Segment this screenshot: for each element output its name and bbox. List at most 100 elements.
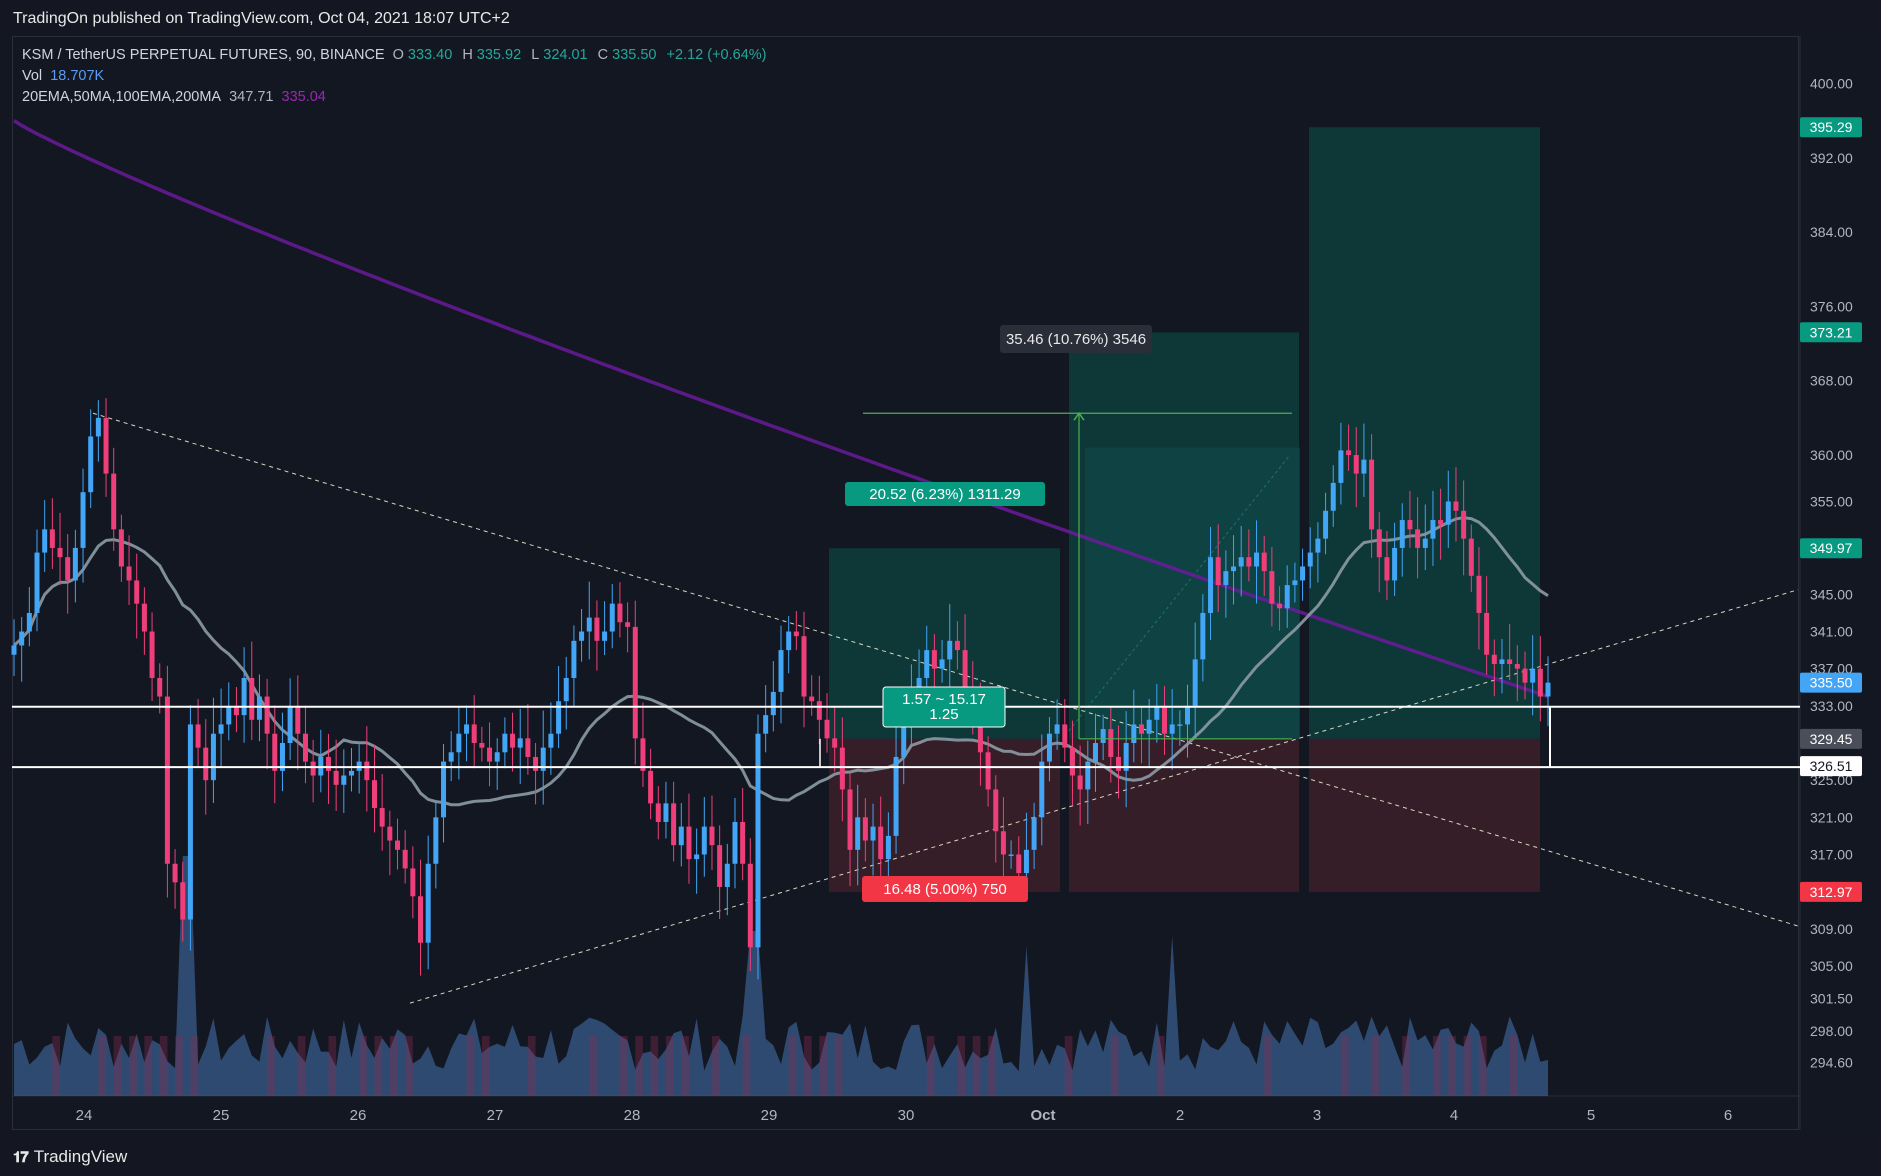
candle-body [1476, 575, 1482, 613]
candle-body [1407, 520, 1413, 530]
volume-down-tint [972, 1036, 981, 1096]
candle-body [456, 733, 462, 753]
volume-down-tint [129, 1036, 137, 1096]
candle-body [701, 826, 707, 855]
candle-body [72, 547, 78, 581]
ma-row: 20EMA,50MA,100EMA,200MA 347.71 335.04 [22, 87, 771, 108]
price-marker-label: 335.50 [1810, 675, 1853, 691]
candle-body [1185, 705, 1191, 725]
volume-row: Vol 18.707K [22, 66, 771, 87]
high-value: 335.92 [476, 47, 522, 63]
profit-label: 20.52 (6.23%) 1311.29 [869, 486, 1021, 503]
price-marker-box [1800, 672, 1862, 693]
price-marker-box [1800, 538, 1862, 559]
loss-zone [1309, 738, 1540, 892]
volume-area [14, 856, 1548, 1096]
candle-body [1353, 455, 1359, 474]
candle-body [786, 631, 792, 651]
candle-body [49, 529, 55, 548]
volume-down-tint [834, 1036, 843, 1096]
candle-body [149, 631, 155, 678]
volume-down-tint [159, 1036, 168, 1096]
candle-body [164, 696, 170, 864]
candle-body [1246, 557, 1252, 567]
volume-down-tint [389, 1036, 398, 1096]
measure-label-box [1000, 325, 1152, 353]
tradingview-logo[interactable]: 𝟏𝟕 TradingView [13, 1147, 127, 1167]
candle-body [57, 547, 63, 558]
tradingview-brand: TradingView [33, 1147, 128, 1166]
candle-body [1169, 724, 1175, 734]
candle-body [1215, 557, 1221, 586]
candle-body [885, 835, 891, 860]
x-tick-label: Oct [1030, 1107, 1055, 1124]
volume-down-tint [98, 1036, 107, 1096]
uptrend-line [409, 589, 1799, 1004]
y-tick-label: 360.00 [1810, 447, 1853, 463]
candle-body [1323, 510, 1329, 539]
candle-body [1361, 459, 1367, 474]
candle-body [655, 803, 661, 822]
ma-200-line [13, 119, 1549, 699]
volume-down-tint [819, 1036, 828, 1096]
candle-body [410, 868, 416, 897]
volume-down-tint [788, 1036, 797, 1096]
candle-body [295, 705, 301, 734]
volume-down-tint [804, 1036, 812, 1096]
volume-down-tint [267, 1036, 275, 1096]
candle-body [1046, 733, 1052, 762]
y-tick-label: 333.00 [1810, 698, 1853, 714]
x-tick-label: 26 [350, 1107, 367, 1124]
x-tick-label: 29 [761, 1107, 778, 1124]
candle-body [625, 622, 631, 627]
candle-body [824, 719, 830, 739]
y-tick-label: 400.00 [1810, 75, 1853, 91]
x-tick-label: 24 [76, 1107, 93, 1124]
volume-down-tint [1432, 1036, 1441, 1096]
ratio-label-box [882, 686, 1006, 728]
candle-body [172, 863, 178, 883]
x-tick-label: 4 [1450, 1107, 1458, 1124]
volume-down-tint [466, 1036, 475, 1096]
x-tick-label: 28 [624, 1107, 641, 1124]
volume-down-tint [1463, 1036, 1472, 1096]
candle-body [1369, 459, 1375, 530]
volume-down-tint [1448, 1036, 1456, 1096]
candle-body [479, 743, 485, 748]
candle-body [1445, 501, 1451, 525]
candle-body [310, 761, 316, 776]
x-tick-label: 5 [1587, 1107, 1595, 1124]
candle-body [448, 752, 454, 762]
candle-body [1346, 450, 1352, 456]
candle-body [494, 752, 500, 762]
ratio-label-value: 1.25 [929, 706, 958, 723]
candle-body [1146, 719, 1152, 734]
candle-body [1300, 566, 1306, 581]
candle-body [1338, 450, 1344, 483]
candle-body [993, 789, 999, 832]
candle-body [855, 817, 861, 850]
volume-down-tint [681, 1036, 689, 1096]
candle-body [901, 724, 907, 757]
candle-body [1231, 566, 1237, 572]
candle-body [1507, 659, 1513, 665]
y-tick-label: 376.00 [1810, 298, 1853, 314]
candle-body [1453, 501, 1459, 511]
candle-body [747, 863, 753, 948]
candle-body [924, 650, 930, 678]
candle-body [1284, 585, 1290, 609]
candle-body [1269, 571, 1275, 604]
candle-body [977, 705, 983, 753]
candle-body [916, 677, 922, 692]
y-tick-label: 355.00 [1810, 493, 1853, 509]
candle-body [256, 696, 262, 720]
candle-body [1016, 854, 1022, 874]
candle-body [548, 733, 554, 748]
candle-body [617, 603, 623, 623]
profit-zone [1309, 127, 1540, 739]
price-marker-label: 326.51 [1810, 758, 1853, 774]
candle-body [1292, 580, 1298, 586]
candle-body [1315, 538, 1321, 553]
candle-body [1461, 510, 1467, 539]
